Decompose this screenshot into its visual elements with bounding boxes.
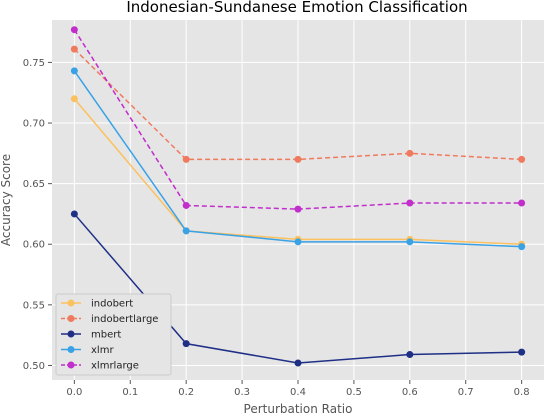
y-tick-label: 0.60: [23, 240, 45, 251]
legend-box: [55, 293, 172, 376]
legend-label: indobert: [91, 299, 133, 310]
data-point-xlmr: [406, 238, 414, 246]
y-axis-label: Accuracy Score: [0, 154, 13, 246]
data-point-xlmrlarge: [182, 201, 190, 209]
data-point-indobertlarge: [182, 155, 190, 163]
chart-title: Indonesian-Sundanese Emotion Classificat…: [126, 0, 467, 16]
x-tick-label: 0.7: [458, 387, 474, 398]
data-point-xlmr: [70, 67, 78, 75]
legend-swatch-marker: [67, 361, 75, 369]
x-tick-label: 0.0: [66, 387, 82, 398]
x-tick-label: 0.8: [514, 387, 530, 398]
data-point-xlmrlarge: [406, 199, 414, 207]
data-point-mbert: [406, 351, 414, 359]
y-tick-label: 0.75: [23, 58, 45, 69]
legend-label: indobertlarge: [91, 314, 158, 325]
series-indobertlarge: [70, 45, 526, 163]
legend-item-mbert: mbert: [61, 330, 121, 341]
legend-item-indobertlarge: indobertlarge: [61, 314, 158, 325]
legend: indobert indobertlarge mbert xlmr xlmrlarge: [55, 293, 172, 376]
x-tick-label: 0.3: [234, 387, 250, 398]
data-point-xlmr: [294, 238, 302, 246]
legend-label: mbert: [91, 330, 121, 341]
legend-item-xlmrlarge: xlmrlarge: [61, 361, 139, 372]
legend-swatch-marker: [67, 346, 75, 353]
x-tick-label: 0.5: [346, 387, 362, 398]
data-point-indobertlarge: [406, 149, 414, 157]
data-point-xlmrlarge: [518, 199, 526, 207]
data-point-indobertlarge: [518, 155, 526, 163]
legend-label: xlmr: [91, 345, 114, 356]
y-tick-label: 0.70: [23, 119, 45, 130]
x-tick-label: 0.4: [290, 387, 306, 398]
data-point-indobertlarge: [70, 45, 78, 53]
legend-item-xlmr: xlmr: [61, 345, 114, 356]
data-point-mbert: [182, 340, 190, 348]
data-point-mbert: [70, 210, 78, 218]
axis-ticks: 0.0 0.1 0.2 0.3 0.4 0.5 0.6 0.7 0.8 0.50 0.55 0.60 0…: [23, 58, 530, 398]
legend-swatch-marker: [67, 315, 75, 322]
data-point-xlmrlarge: [294, 205, 302, 213]
x-axis-label: Perturbation Ratio: [244, 402, 353, 416]
data-point-xlmrlarge: [70, 26, 78, 34]
data-point-indobert: [70, 95, 78, 103]
series-xlmr: [70, 67, 526, 251]
x-tick-label: 0.2: [178, 387, 194, 398]
legend-label: xlmrlarge: [91, 361, 139, 372]
x-tick-label: 0.6: [402, 387, 418, 398]
data-point-xlmr: [182, 227, 190, 235]
y-tick-label: 0.65: [23, 179, 45, 190]
y-tick-label: 0.55: [23, 300, 45, 311]
x-tick-label: 0.1: [122, 387, 138, 398]
data-point-xlmr: [518, 243, 526, 251]
legend-swatch-marker: [67, 330, 75, 338]
data-point-mbert: [294, 359, 302, 367]
legend-swatch-marker: [67, 299, 75, 307]
data-point-mbert: [518, 348, 526, 356]
series-xlmrlarge: [70, 26, 526, 213]
y-tick-label: 0.50: [23, 361, 45, 372]
data-point-indobertlarge: [294, 155, 302, 163]
legend-item-indobert: indobert: [61, 299, 133, 310]
